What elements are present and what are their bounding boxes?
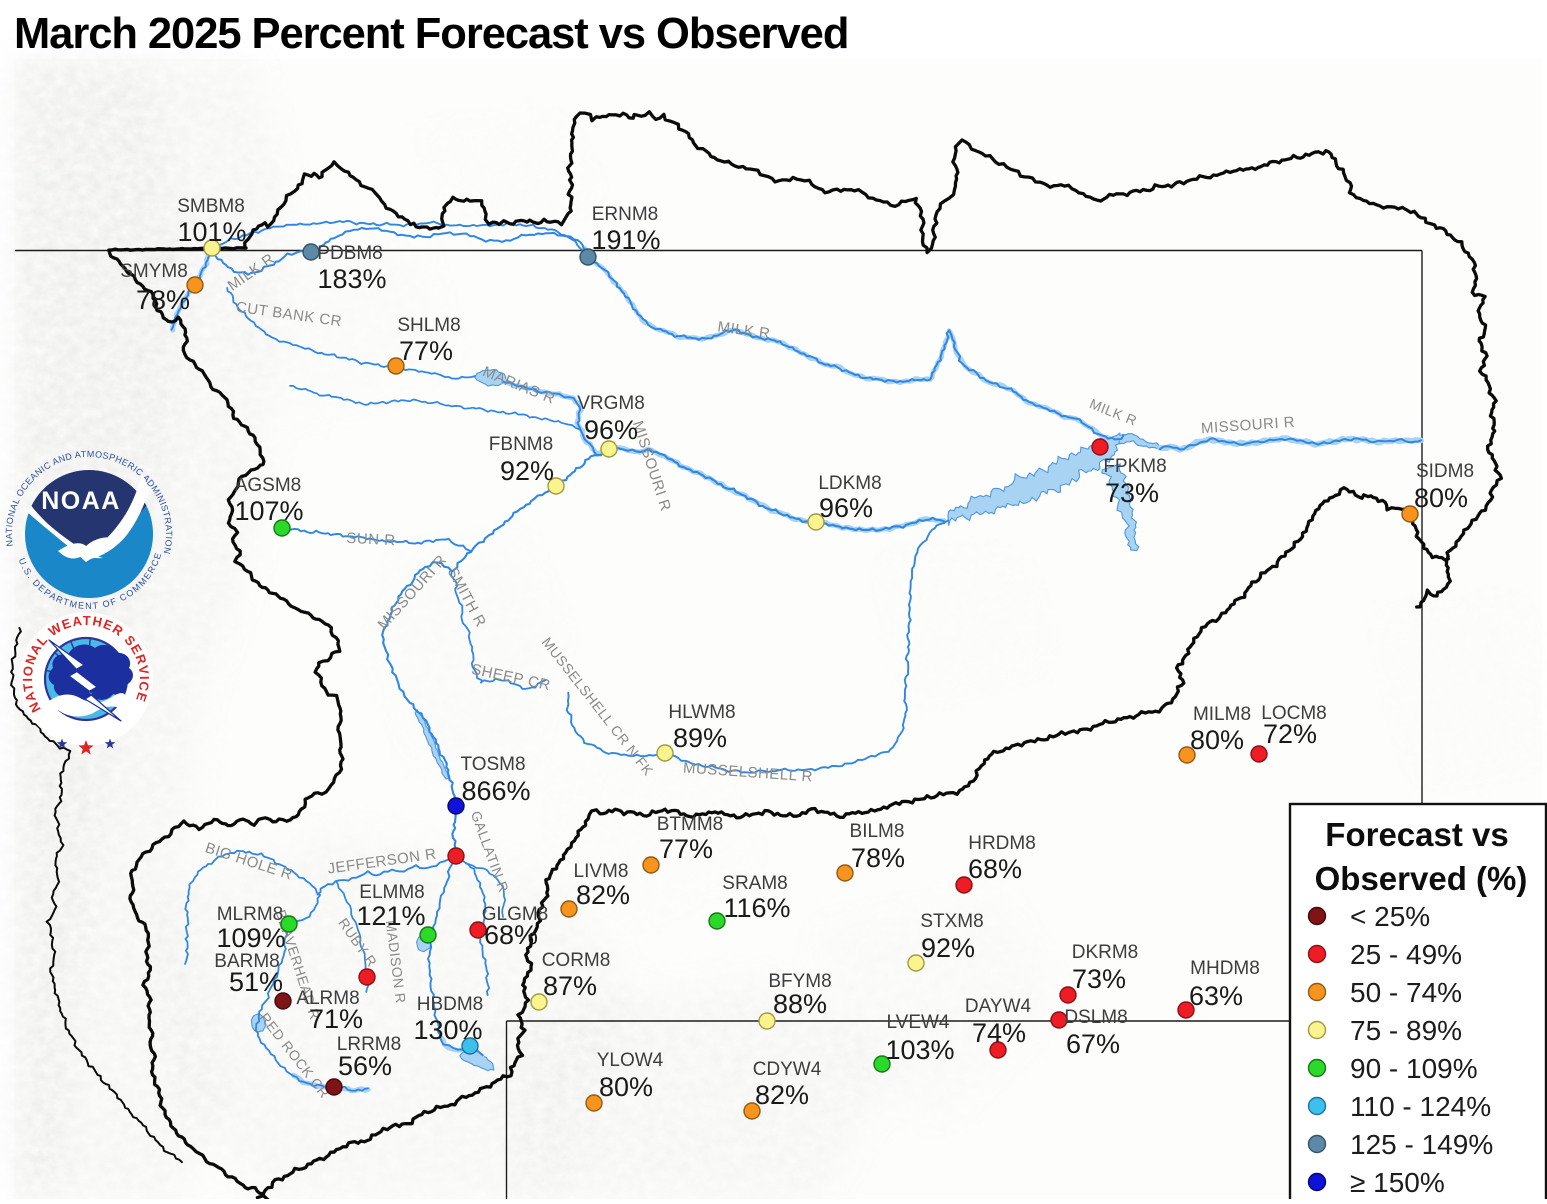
- svg-text:71%: 71%: [309, 1004, 363, 1034]
- svg-text:SHLM8: SHLM8: [397, 315, 460, 336]
- svg-text:< 25%: < 25%: [1350, 901, 1430, 932]
- svg-text:80%: 80%: [1190, 725, 1244, 755]
- svg-text:Forecast vs: Forecast vs: [1325, 816, 1508, 853]
- svg-text:ERNM8: ERNM8: [592, 204, 659, 225]
- svg-text:183%: 183%: [317, 264, 386, 294]
- svg-text:PDBM8: PDBM8: [317, 243, 382, 264]
- svg-text:DAYW4: DAYW4: [965, 996, 1032, 1017]
- svg-text:SRAM8: SRAM8: [722, 873, 787, 894]
- svg-text:CORM8: CORM8: [542, 950, 611, 971]
- svg-text:TOSM8: TOSM8: [460, 754, 525, 775]
- svg-text:SUN R: SUN R: [346, 530, 396, 550]
- svg-text:GLGM8: GLGM8: [482, 904, 549, 925]
- svg-text:March 2025 Percent Forecast vs: March 2025 Percent Forecast vs Observed: [14, 10, 848, 58]
- svg-text:50 - 74%: 50 - 74%: [1350, 977, 1462, 1008]
- svg-text:96%: 96%: [584, 415, 638, 445]
- svg-text:125 - 149%: 125 - 149%: [1350, 1129, 1493, 1160]
- svg-text:SMBM8: SMBM8: [177, 196, 245, 217]
- svg-text:107%: 107%: [234, 496, 303, 526]
- svg-text:89%: 89%: [673, 723, 727, 753]
- svg-text:101%: 101%: [177, 217, 246, 247]
- svg-text:LVEW4: LVEW4: [886, 1012, 949, 1033]
- svg-text:67%: 67%: [1066, 1029, 1120, 1059]
- svg-text:BFYM8: BFYM8: [768, 971, 831, 992]
- svg-text:≥ 150%: ≥ 150%: [1350, 1167, 1445, 1198]
- svg-text:72%: 72%: [1263, 719, 1317, 749]
- svg-text:BILM8: BILM8: [850, 821, 905, 842]
- svg-text:68%: 68%: [484, 920, 538, 950]
- svg-text:73%: 73%: [1072, 964, 1126, 994]
- svg-text:FBNM8: FBNM8: [489, 434, 553, 455]
- svg-text:77%: 77%: [399, 336, 453, 366]
- svg-text:LIVM8: LIVM8: [574, 861, 629, 882]
- svg-text:75 - 89%: 75 - 89%: [1350, 1015, 1462, 1046]
- svg-text:130%: 130%: [413, 1015, 482, 1045]
- svg-text:HBDM8: HBDM8: [417, 994, 484, 1015]
- svg-text:74%: 74%: [972, 1018, 1026, 1048]
- svg-text:92%: 92%: [921, 933, 975, 963]
- svg-text:78%: 78%: [851, 843, 905, 873]
- svg-text:25 - 49%: 25 - 49%: [1350, 939, 1462, 970]
- svg-text:73%: 73%: [1105, 478, 1159, 508]
- svg-text:DSLM8: DSLM8: [1064, 1007, 1127, 1028]
- svg-text:80%: 80%: [599, 1072, 653, 1102]
- svg-text:191%: 191%: [591, 225, 660, 255]
- svg-text:MISSOURI R: MISSOURI R: [1200, 414, 1295, 438]
- svg-text:BTMM8: BTMM8: [657, 814, 724, 835]
- svg-text:MHDM8: MHDM8: [1190, 958, 1260, 979]
- svg-text:STXM8: STXM8: [920, 911, 983, 932]
- svg-text:HRDM8: HRDM8: [968, 833, 1036, 854]
- svg-text:BARM8: BARM8: [214, 951, 279, 972]
- svg-text:DKRM8: DKRM8: [1072, 942, 1139, 963]
- svg-text:56%: 56%: [338, 1051, 392, 1081]
- svg-text:63%: 63%: [1189, 981, 1243, 1011]
- svg-text:116%: 116%: [723, 893, 790, 923]
- svg-text:Observed (%): Observed (%): [1315, 860, 1528, 897]
- svg-text:80%: 80%: [1414, 483, 1468, 513]
- svg-text:LRRM8: LRRM8: [337, 1034, 401, 1055]
- svg-text:VRGM8: VRGM8: [577, 393, 645, 414]
- svg-text:88%: 88%: [773, 989, 827, 1019]
- svg-text:77%: 77%: [659, 834, 713, 864]
- svg-text:SMYM8: SMYM8: [120, 261, 188, 282]
- svg-text:96%: 96%: [819, 493, 873, 523]
- svg-text:82%: 82%: [755, 1080, 809, 1110]
- svg-text:MLRM8: MLRM8: [217, 904, 284, 925]
- svg-text:AGSM8: AGSM8: [235, 475, 302, 496]
- svg-text:ELMM8: ELMM8: [359, 882, 424, 903]
- svg-text:866%: 866%: [461, 776, 530, 806]
- svg-text:78%: 78%: [136, 285, 190, 315]
- svg-text:NOAA: NOAA: [41, 487, 121, 515]
- svg-text:LOCM8: LOCM8: [1261, 703, 1326, 724]
- svg-text:MILM8: MILM8: [1193, 704, 1251, 725]
- svg-text:ALRM8: ALRM8: [296, 988, 359, 1009]
- svg-text:51%: 51%: [229, 967, 283, 997]
- svg-text:121%: 121%: [356, 901, 425, 931]
- svg-text:LDKM8: LDKM8: [818, 473, 881, 494]
- svg-text:109%: 109%: [216, 923, 285, 953]
- svg-text:87%: 87%: [543, 971, 597, 1001]
- svg-text:YLOW4: YLOW4: [597, 1050, 664, 1071]
- svg-text:CDYW4: CDYW4: [753, 1059, 822, 1080]
- svg-text:90 - 109%: 90 - 109%: [1350, 1053, 1478, 1084]
- svg-text:103%: 103%: [885, 1035, 954, 1065]
- svg-text:110 - 124%: 110 - 124%: [1350, 1091, 1491, 1122]
- svg-text:82%: 82%: [576, 880, 630, 910]
- svg-text:92%: 92%: [500, 456, 554, 486]
- svg-text:HLWM8: HLWM8: [668, 702, 735, 723]
- svg-text:SIDM8: SIDM8: [1416, 461, 1474, 482]
- svg-text:FPKM8: FPKM8: [1103, 456, 1166, 477]
- svg-text:68%: 68%: [968, 854, 1022, 884]
